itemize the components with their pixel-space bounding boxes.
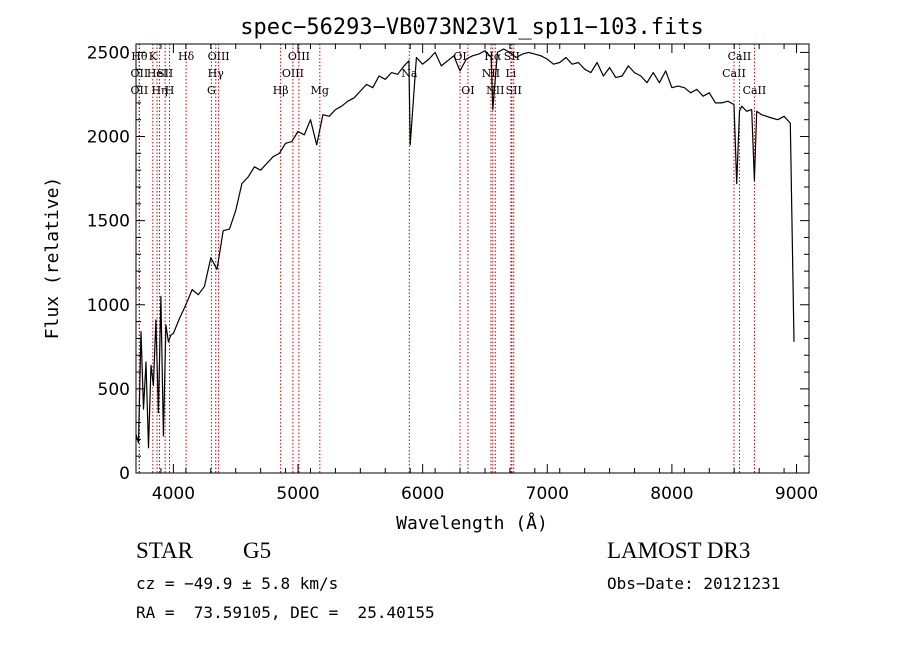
line-label-4: HeI	[147, 67, 167, 80]
x-tick-label-4000: 4000	[152, 484, 195, 504]
survey-name: LAMOST DR3	[607, 538, 751, 563]
redshift-text: cz = −49.9 ± 5.8 km/s	[136, 574, 339, 593]
y-tick-label-1000: 1000	[87, 296, 130, 316]
observation-date: Obs−Date: 20121231	[607, 574, 781, 593]
y-axis-ticks: 0 500 1000 1500 2000 2500	[87, 43, 809, 484]
plot-frame	[135, 43, 810, 474]
line-label-25: CaII	[722, 67, 746, 80]
line-label-18: OI	[461, 84, 474, 97]
y-tick-label-2000: 2000	[87, 128, 130, 148]
y-tick-label-0: 0	[119, 464, 130, 484]
x-tick-label-5000: 5000	[276, 484, 319, 504]
line-label-15: Mg	[311, 84, 329, 97]
line-label-0: Hθ	[131, 50, 148, 63]
x-axis-label: Wavelength (Å)	[396, 512, 548, 534]
x-tick-label-8000: 8000	[650, 484, 693, 504]
line-label-13: OIII	[282, 67, 304, 80]
spectrum-line-0	[135, 48, 795, 449]
line-label-12: Hβ	[273, 84, 289, 97]
line-label-8: Hδ	[178, 50, 195, 63]
y-tick-label-2500: 2500	[87, 43, 130, 63]
spectral-subclass: G5	[243, 538, 272, 563]
spectrum-series	[135, 48, 795, 449]
x-tick-label-6000: 6000	[401, 484, 444, 504]
line-label-14: OIII	[288, 50, 310, 63]
y-tick-label-500: 500	[98, 380, 130, 400]
line-label-3: K	[149, 50, 158, 63]
line-label-9: G	[207, 84, 216, 97]
x-axis-ticks: 4000 5000 6000 7000 8000 9000	[135, 44, 818, 504]
line-label-22: Li	[505, 67, 516, 80]
line-label-23: SII	[504, 50, 520, 63]
y-axis-label: Flux (relative)	[42, 177, 63, 340]
emission-line-markers: HθOIIOIIKHeIHηSIIHHδGHγOIIIHβOIIIOIIIMgN…	[131, 44, 767, 473]
line-label-6: SII	[157, 67, 173, 80]
line-label-5: Hη	[151, 84, 167, 97]
line-label-17: OI	[453, 50, 466, 63]
line-label-11: OIII	[208, 50, 230, 63]
line-label-2: OII	[131, 84, 149, 97]
line-label-19: NII	[482, 67, 500, 80]
line-label-24: SII	[506, 84, 522, 97]
x-tick-label-7000: 7000	[526, 484, 569, 504]
line-label-10: Hγ	[208, 67, 225, 80]
line-label-21: NII	[486, 84, 504, 97]
line-label-26: CaII	[728, 50, 752, 63]
x-tick-label-9000: 9000	[775, 484, 818, 504]
y-tick-label-1500: 1500	[87, 212, 130, 232]
chart-title: spec−56293−VB073N23V1_sp11−103.fits	[240, 15, 704, 40]
object-type: STAR	[136, 538, 193, 563]
line-label-27: CaII	[743, 84, 767, 97]
line-label-7: H	[165, 84, 175, 97]
coordinates-text: RA = 73.59105, DEC = 25.40155	[136, 603, 435, 622]
